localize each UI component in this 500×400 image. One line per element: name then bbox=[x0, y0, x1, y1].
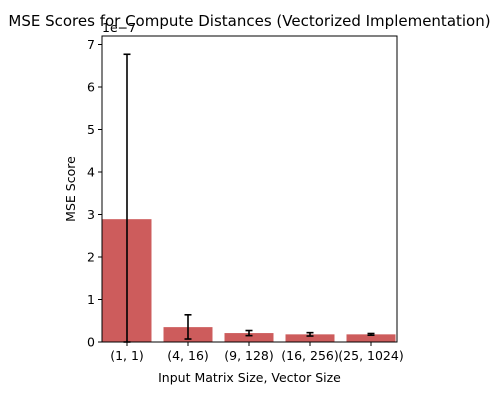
chart-title: MSE Scores for Compute Distances (Vector… bbox=[8, 12, 490, 30]
y-tick-label: 6 bbox=[87, 80, 95, 95]
y-axis-ticks: 0 1 2 3 4 5 6 7 bbox=[87, 37, 102, 350]
y-tick-label: 0 bbox=[87, 335, 95, 350]
y-tick-label: 4 bbox=[87, 165, 95, 180]
x-tick-label: (1, 1) bbox=[110, 348, 144, 363]
x-tick-label: (16, 256) bbox=[281, 348, 338, 363]
y-axis-multiplier-label: 1e−7 bbox=[102, 20, 136, 35]
x-axis-ticks: (1, 1) (4, 16) (9, 128) (16, 256) (25, 1024) bbox=[110, 342, 404, 363]
y-tick-label: 2 bbox=[87, 250, 95, 265]
x-axis-label: Input Matrix Size, Vector Size bbox=[158, 370, 341, 385]
x-tick-label: (4, 16) bbox=[167, 348, 209, 363]
x-tick-label: (25, 1024) bbox=[338, 348, 403, 363]
bar bbox=[224, 333, 274, 342]
y-tick-label: 1 bbox=[87, 292, 95, 307]
y-tick-label: 7 bbox=[87, 37, 95, 52]
y-tick-label: 5 bbox=[87, 122, 95, 137]
bar bbox=[346, 334, 396, 342]
x-tick-label: (9, 128) bbox=[224, 348, 274, 363]
y-axis-label: MSE Score bbox=[63, 156, 78, 222]
y-tick-label: 3 bbox=[87, 207, 95, 222]
bar bbox=[285, 334, 335, 342]
